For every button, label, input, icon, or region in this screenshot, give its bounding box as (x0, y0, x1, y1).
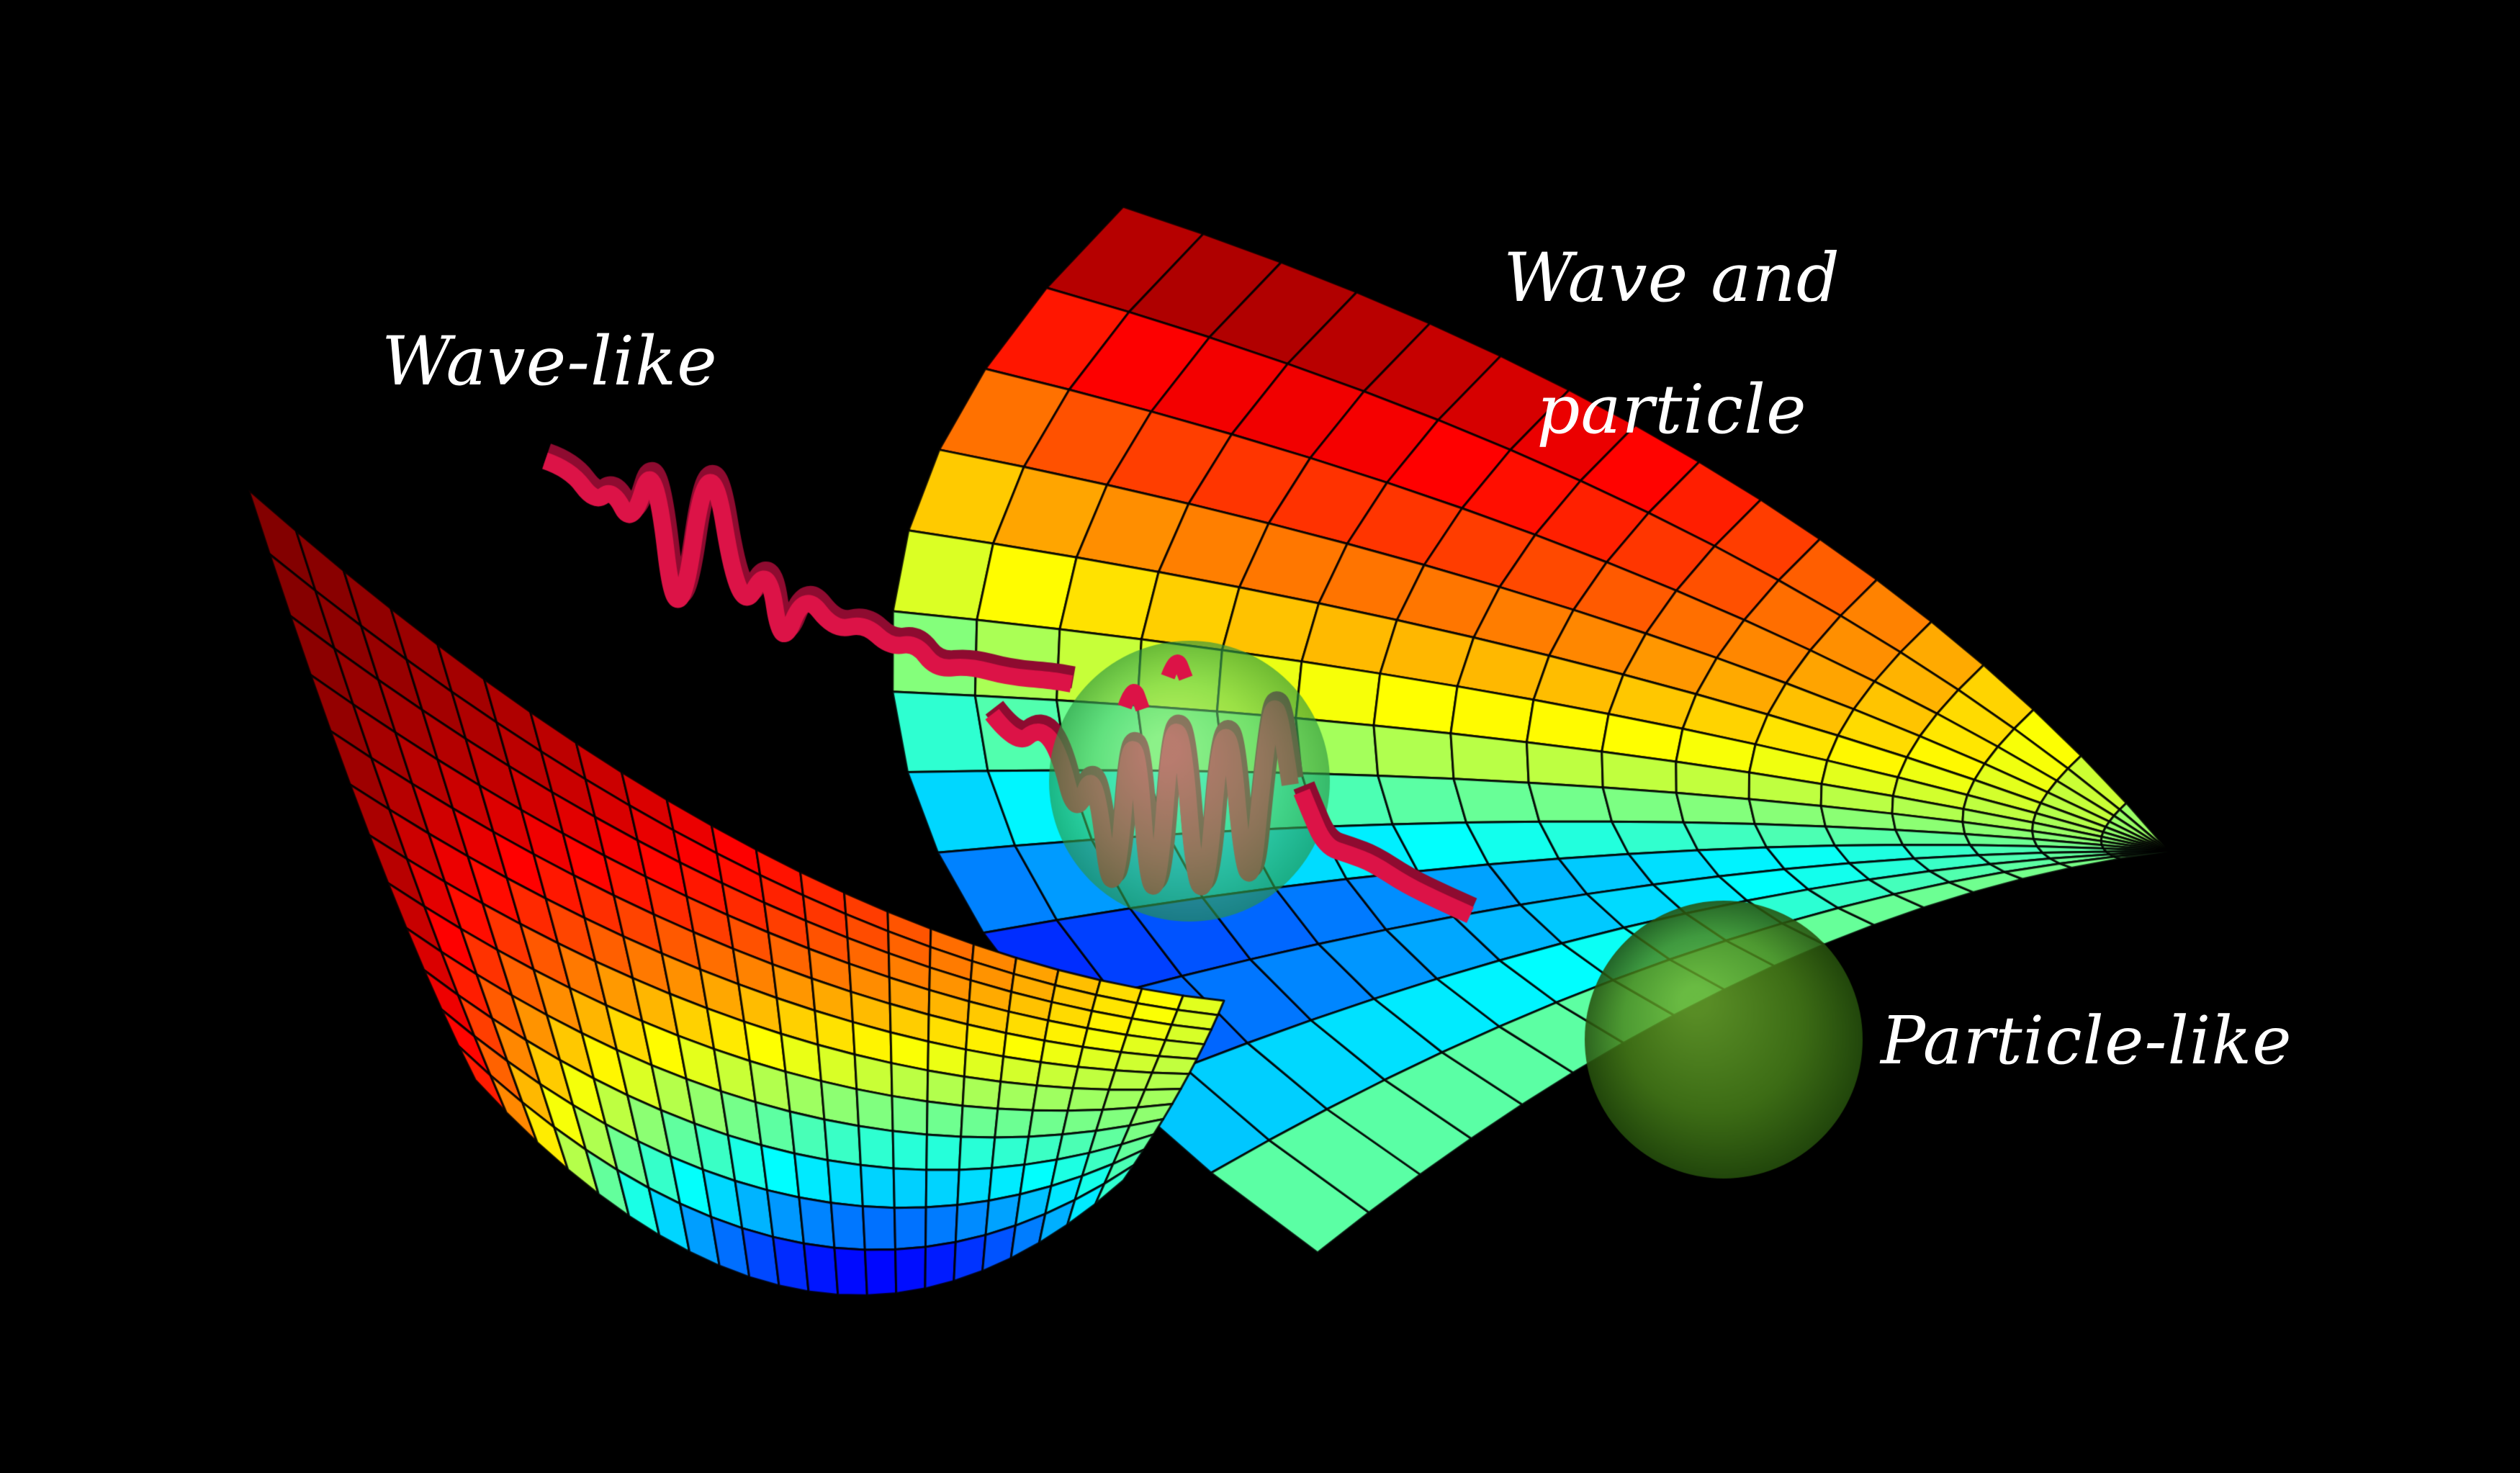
wave-and-particle-line2: particle (1536, 371, 1807, 450)
particle-like-label: Particle-like (1881, 1002, 2292, 1079)
wave-and-particle-line1: Wave and (1503, 239, 1840, 317)
wave-like-label: Wave-like (382, 323, 718, 401)
wave-and-particle-label: Wave and particle (1384, 212, 1960, 477)
